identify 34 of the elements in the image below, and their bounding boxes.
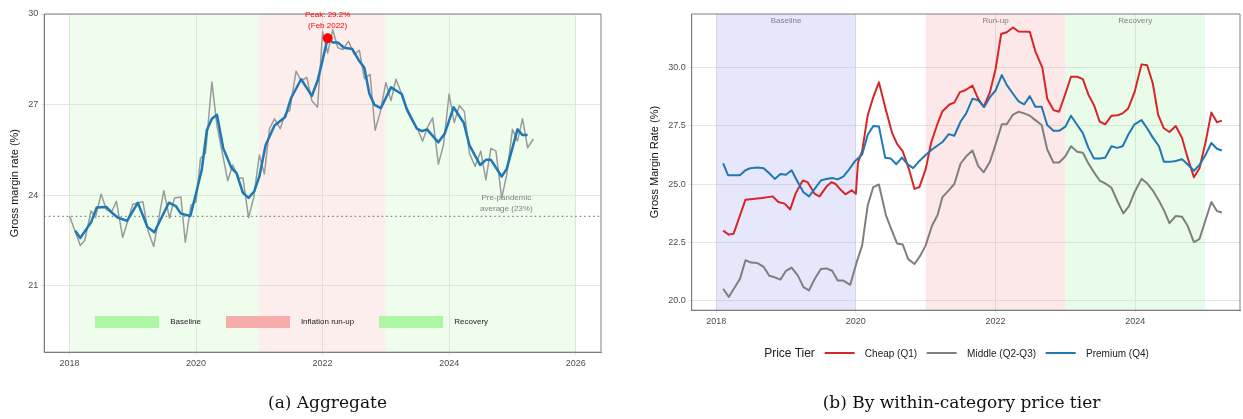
x-tick-label: 2022	[985, 316, 1006, 327]
y-tick-label: 25.0	[668, 178, 686, 189]
text: (a) Aggregate	[268, 392, 387, 412]
band-label: Baseline	[170, 316, 201, 329]
band-label: Run-up	[982, 16, 1010, 26]
band-label: Baseline	[770, 16, 802, 26]
ref-line-label: Pre-pandemic average (23%)	[480, 192, 533, 213]
x-tick-label: 2020	[845, 316, 866, 327]
band-label: Recovery	[1118, 16, 1153, 26]
y-tick-label: 20.0	[668, 295, 686, 306]
y-tick-label: 27	[28, 99, 39, 110]
y-tick-label: 30.0	[668, 62, 686, 73]
x-tick-label: 2024	[439, 358, 460, 369]
y-tick-label: 21	[28, 280, 39, 291]
legend-label: Premium (Q4)	[1086, 347, 1149, 359]
x-tick-label: 2018	[706, 316, 727, 327]
y-tick-label: 24	[28, 189, 39, 200]
x-tick-label: 2024	[1125, 316, 1146, 327]
y-tick-label: 27.5	[668, 120, 686, 131]
y-tick-label: 22.5	[668, 237, 686, 248]
x-tick-label: 2020	[186, 358, 207, 369]
x-tick-label: 2022	[312, 358, 333, 369]
legend-title: Price Tier	[764, 346, 815, 360]
band-label: Recovery	[454, 316, 489, 329]
annotation: Peak: 29.2% (Feb 2022)	[304, 10, 351, 31]
legend-label: Cheap (Q1)	[864, 347, 918, 359]
band-label: Inflation run-up	[300, 316, 355, 329]
y-tick-label: 30	[28, 8, 39, 19]
y-axis-title: Gross margin rate (%)	[7, 129, 20, 238]
y-axis-title: Gross Margin Rate (%)	[647, 105, 660, 219]
x-tick-label: 2026	[565, 358, 586, 369]
legend-label: Middle (Q2-Q3)	[967, 347, 1037, 359]
text: (b) By within-category price tier	[822, 392, 1101, 412]
x-tick-label: 2018	[59, 358, 80, 369]
